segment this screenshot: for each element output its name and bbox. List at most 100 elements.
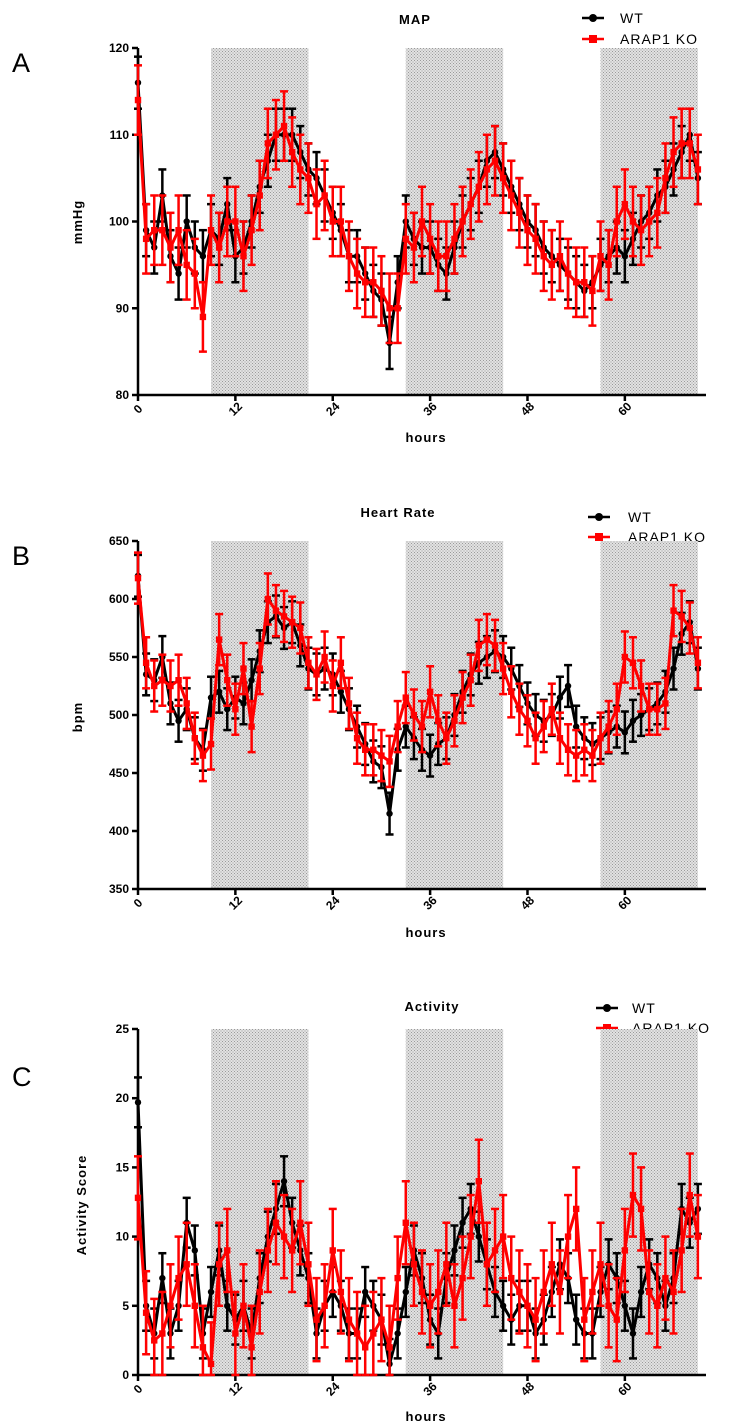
data-point (353, 270, 361, 277)
data-point (256, 192, 263, 199)
data-point (443, 253, 450, 260)
data-point (467, 1233, 474, 1240)
data-point (337, 1288, 345, 1296)
x-tick-label: 48 (518, 893, 538, 913)
y-axis-label: bpm (70, 702, 85, 732)
data-point (264, 595, 272, 603)
data-point (629, 218, 637, 225)
data-point (605, 261, 612, 269)
data-point (386, 810, 393, 817)
series-line (136, 1179, 700, 1366)
data-point (646, 218, 653, 225)
data-point (662, 1274, 669, 1282)
series-line (136, 575, 700, 816)
series-ko (134, 551, 702, 789)
data-point (637, 1288, 645, 1296)
data-point (435, 253, 442, 260)
data-point (540, 253, 547, 260)
data-point (167, 682, 174, 690)
y-tick-label: 650 (109, 534, 129, 548)
data-point (159, 677, 166, 684)
data-point (313, 671, 320, 678)
x-tick-label: 12 (226, 1379, 246, 1399)
x-tick-label: 0 (131, 1381, 146, 1396)
data-point (272, 1219, 280, 1226)
data-point (134, 96, 142, 104)
y-tick-label: 15 (116, 1160, 130, 1174)
data-point (183, 700, 190, 707)
data-point (394, 305, 401, 312)
legend-ko-marker (595, 533, 603, 541)
chart-title: MAP (399, 12, 431, 27)
data-point (540, 1288, 547, 1296)
data-point (475, 1233, 482, 1240)
dark-period (211, 541, 309, 889)
data-point (491, 642, 499, 649)
data-point (475, 183, 482, 190)
x-tick-label: 60 (615, 399, 635, 419)
data-point (272, 607, 280, 614)
data-point (483, 636, 491, 643)
y-tick-label: 10 (116, 1230, 130, 1244)
data-point (337, 659, 345, 666)
data-point (459, 694, 466, 701)
y-tick-label: 100 (109, 215, 129, 229)
x-axis-label: hours (405, 1409, 446, 1424)
data-point (556, 735, 564, 742)
data-point (629, 659, 637, 666)
data-point (207, 694, 215, 701)
data-point (508, 688, 515, 695)
data-point (159, 1274, 166, 1282)
x-tick-label: 0 (131, 401, 146, 416)
x-tick-label: 48 (518, 1379, 538, 1399)
data-point (248, 226, 255, 234)
data-point (378, 752, 385, 759)
data-point (435, 1288, 442, 1296)
data-point (451, 1302, 458, 1309)
data-point (662, 174, 669, 182)
data-point (280, 1178, 288, 1185)
data-point (451, 1247, 458, 1254)
data-point (215, 1261, 223, 1268)
data-point (175, 270, 182, 277)
data-point (362, 1344, 369, 1351)
data-point (564, 746, 572, 753)
data-point (142, 1309, 150, 1316)
data-point (686, 1191, 693, 1199)
data-point (321, 192, 328, 199)
legend-wt-label: WT (620, 10, 644, 26)
data-point (435, 717, 442, 724)
chart-title: Activity (405, 999, 460, 1014)
data-point (451, 717, 458, 724)
data-point (183, 261, 190, 269)
data-point (191, 270, 198, 277)
series-ko (134, 1138, 702, 1377)
data-point (629, 1330, 637, 1337)
data-point (199, 752, 207, 759)
y-tick-label: 400 (109, 824, 129, 838)
y-tick-label: 120 (109, 41, 129, 55)
data-point (613, 1316, 620, 1323)
data-point (224, 1302, 231, 1310)
data-point (670, 665, 677, 672)
data-point (694, 659, 702, 666)
data-point (134, 1099, 142, 1106)
data-point (321, 653, 328, 661)
data-point (402, 694, 409, 701)
data-point (499, 665, 507, 672)
data-point (508, 192, 515, 199)
data-point (418, 723, 426, 730)
data-point (556, 253, 564, 260)
y-tick-label: 350 (109, 882, 129, 896)
data-point (402, 1219, 409, 1226)
data-point (280, 613, 288, 620)
data-point (637, 1205, 645, 1213)
data-point (151, 226, 158, 234)
data-point (159, 226, 166, 234)
x-axis-label: hours (405, 925, 446, 940)
data-point (329, 218, 336, 225)
data-point (443, 735, 450, 742)
data-point (345, 253, 353, 260)
data-point (370, 1330, 377, 1337)
data-point (240, 1302, 247, 1309)
